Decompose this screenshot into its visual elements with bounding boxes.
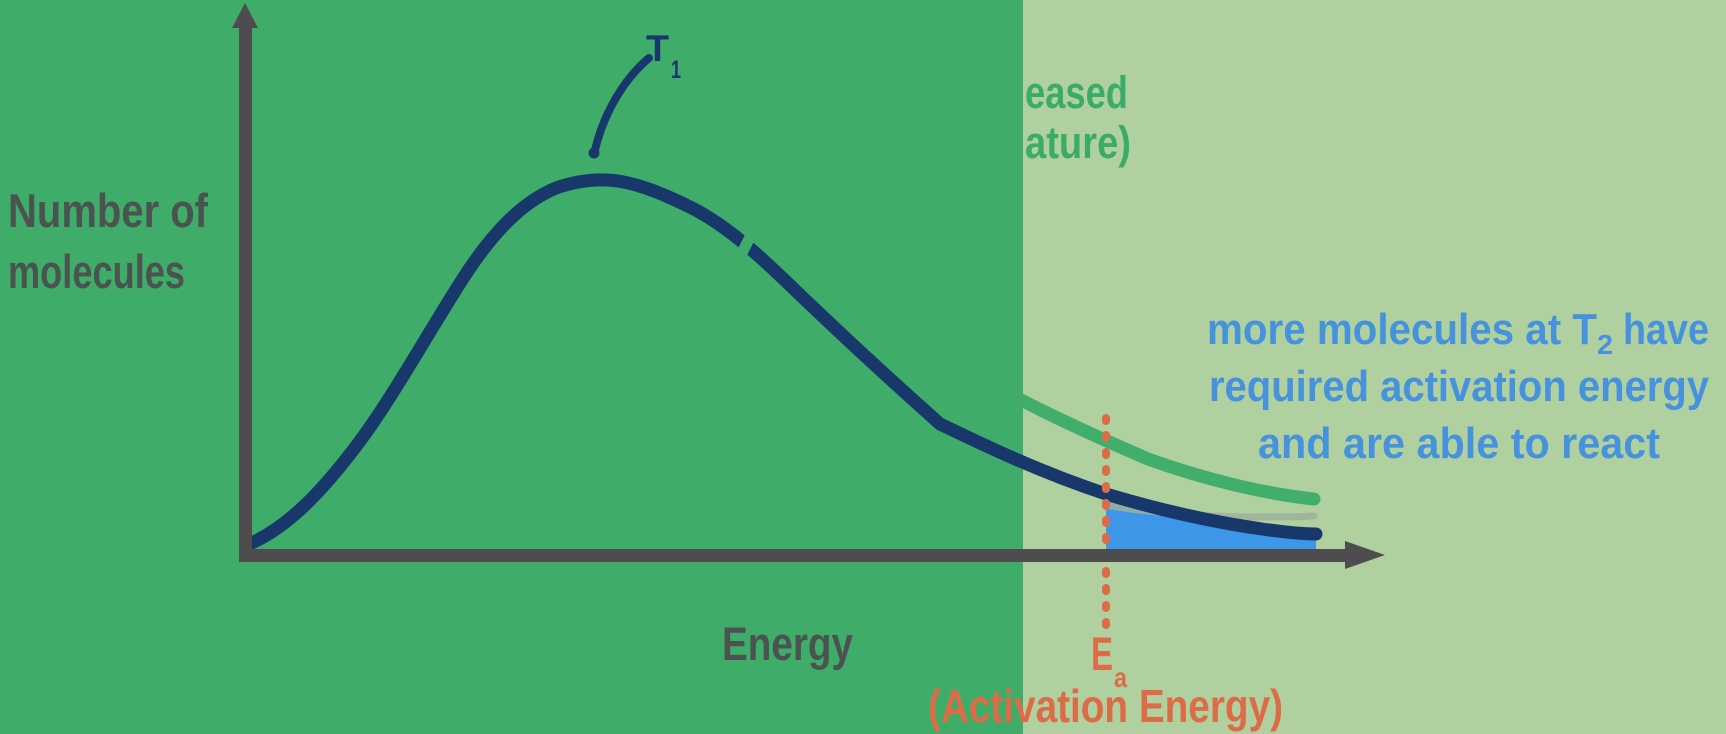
x-axis-arrowhead-icon	[1345, 541, 1385, 569]
t1-label-subscript: 1	[671, 56, 681, 84]
blue-note-line3: and are able to react	[1258, 419, 1660, 468]
blue-note-line1-post: have	[1623, 305, 1709, 354]
blue-note-line1-subscript: 2	[1597, 329, 1613, 360]
blue-note-line2: required activation energy	[1209, 362, 1709, 411]
y-axis-label-line2: molecules	[8, 245, 185, 298]
y-axis	[239, 24, 252, 561]
x-axis	[239, 549, 1345, 562]
blue-note-line1: more molecules at T2 have	[1207, 305, 1709, 360]
hidden-label-fragment-1: eased	[1025, 67, 1128, 118]
ea-label-subscript: a	[1114, 662, 1127, 693]
blue-note-line1-pre: more molecules at T	[1207, 305, 1597, 354]
ea-label: E	[1091, 627, 1113, 680]
t1-label: T	[646, 28, 669, 69]
y-axis-arrowhead-icon	[232, 3, 258, 28]
y-axis-label-line1: Number of	[8, 184, 208, 237]
t1-leader-line	[591, 54, 653, 154]
overlay-panel	[0, 0, 1023, 734]
ea-caption: (Activation Energy)	[928, 680, 1283, 732]
t1-curve-gap	[735, 228, 758, 260]
t1-curve	[240, 173, 1323, 552]
t1-leader-dot	[588, 147, 600, 159]
hidden-label-fragment-2: ature)	[1025, 117, 1131, 168]
x-axis-label: Energy	[722, 617, 853, 670]
